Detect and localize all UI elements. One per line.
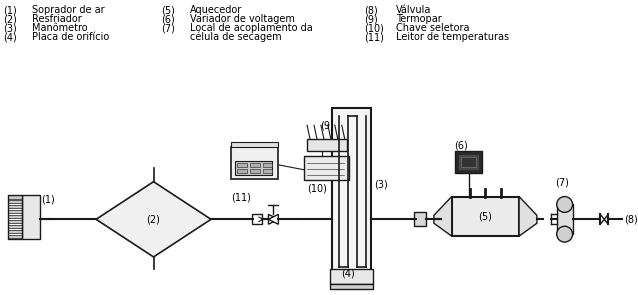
Text: (5): (5) [478, 211, 493, 221]
Text: Leitor de temperaturas: Leitor de temperaturas [396, 32, 509, 42]
Bar [262, 169, 272, 173]
Text: Válvula: Válvula [396, 5, 432, 15]
Text: Chave seletora: Chave seletora [396, 23, 470, 33]
Text: (9): (9) [320, 120, 334, 130]
Text: Local de acoplamento da: Local de acoplamento da [190, 23, 313, 33]
Bar [8, 235, 22, 238]
Bar [459, 155, 478, 169]
Bar [262, 163, 272, 167]
Bar [237, 163, 247, 167]
Text: (10): (10) [364, 23, 385, 33]
Text: célula de secagem: célula de secagem [190, 32, 282, 42]
Polygon shape [269, 214, 278, 224]
Bar [8, 200, 22, 204]
Bar [461, 157, 477, 167]
Text: (1): (1) [41, 194, 56, 204]
Bar [304, 156, 349, 180]
Text: (8): (8) [624, 214, 638, 224]
Bar [332, 108, 371, 271]
Text: (3): (3) [375, 180, 388, 190]
Bar [237, 169, 247, 173]
Text: Manômetro: Manômetro [32, 23, 87, 33]
Bar [455, 151, 482, 173]
Text: Variador de voltagem: Variador de voltagem [190, 14, 295, 24]
Bar [249, 169, 260, 173]
Text: (3): (3) [3, 23, 17, 33]
Bar [8, 205, 22, 209]
Text: (8): (8) [364, 5, 378, 15]
Text: Termopar: Termopar [396, 14, 442, 24]
Polygon shape [434, 196, 452, 236]
Bar [452, 196, 519, 236]
Text: (11): (11) [231, 193, 251, 203]
Text: (2): (2) [3, 14, 17, 24]
Bar [231, 147, 278, 179]
Text: Soprador de ar: Soprador de ar [32, 5, 105, 15]
Bar [8, 230, 22, 233]
Bar [414, 212, 426, 226]
Text: (9): (9) [364, 14, 378, 24]
Circle shape [557, 196, 572, 212]
Bar [249, 163, 260, 167]
Text: Placa de orifício: Placa de orifício [32, 32, 109, 42]
Text: (5): (5) [161, 5, 175, 15]
Bar [8, 210, 22, 213]
Text: Resfriador: Resfriador [32, 14, 82, 24]
Polygon shape [269, 214, 278, 224]
Text: (6): (6) [454, 140, 468, 150]
Polygon shape [519, 196, 537, 236]
Polygon shape [96, 182, 211, 257]
Bar [22, 195, 40, 239]
Bar [8, 225, 22, 228]
Bar [330, 284, 373, 289]
Bar [8, 215, 22, 218]
Bar [251, 214, 262, 224]
Bar [8, 195, 22, 199]
Bar [307, 139, 346, 151]
Bar [8, 195, 22, 239]
Text: (1): (1) [3, 5, 17, 15]
Text: (4): (4) [341, 269, 355, 279]
Bar [330, 269, 373, 284]
Text: Aquecedor: Aquecedor [190, 5, 242, 15]
Text: (7): (7) [161, 23, 175, 33]
Bar [235, 161, 272, 175]
Text: (10): (10) [307, 183, 327, 194]
Circle shape [557, 226, 572, 242]
Bar [231, 142, 278, 147]
Text: (6): (6) [161, 14, 175, 24]
Text: (7): (7) [554, 178, 568, 188]
Bar [8, 220, 22, 223]
Text: (4): (4) [3, 32, 17, 42]
Bar [557, 204, 572, 234]
Text: (11): (11) [364, 32, 385, 42]
Text: (2): (2) [147, 214, 161, 224]
